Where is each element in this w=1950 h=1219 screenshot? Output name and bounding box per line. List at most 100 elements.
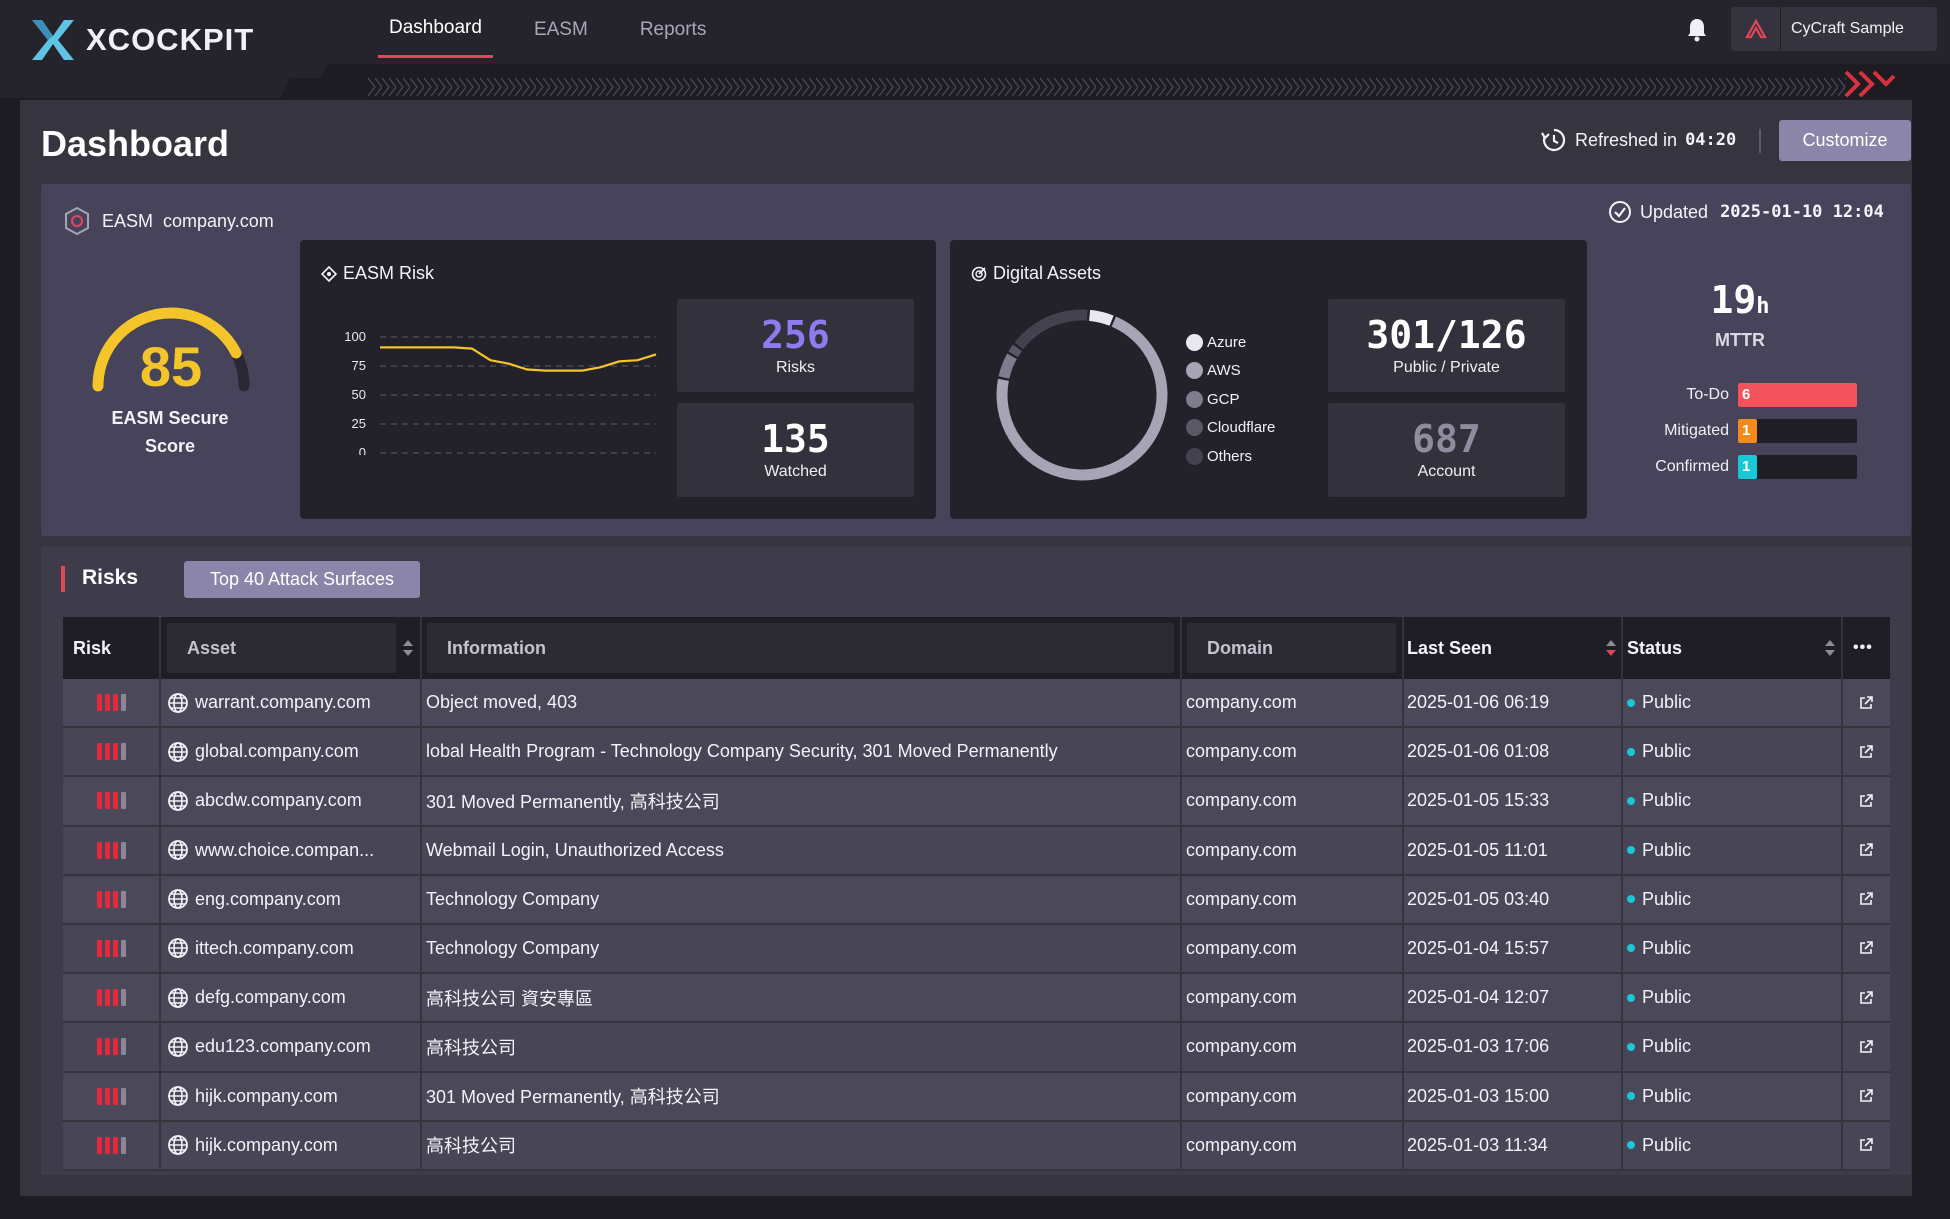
risk-level-cell xyxy=(97,679,126,726)
donut-slice-cloudflare[interactable] xyxy=(1008,344,1022,358)
status-dot xyxy=(1627,1042,1635,1051)
decorative-corner-mark xyxy=(1844,70,1896,98)
col-domain[interactable]: Domain xyxy=(1187,623,1396,673)
risk-bar xyxy=(97,792,102,810)
external-link-icon[interactable] xyxy=(1858,744,1874,760)
col-risk[interactable]: Risk xyxy=(73,637,112,658)
col-divider xyxy=(1180,1023,1182,1071)
asset-cell[interactable]: eng.company.com xyxy=(167,876,417,923)
mttr-bar-todo[interactable]: To-Do 6 xyxy=(1640,383,1857,407)
cycraft-logo-icon xyxy=(1744,19,1767,39)
legend-azure[interactable]: Azure xyxy=(1186,328,1275,357)
open-external-cell[interactable] xyxy=(1858,974,1874,1021)
col-divider xyxy=(1841,875,1843,923)
donut-slice-aws[interactable] xyxy=(996,316,1168,481)
external-link-icon[interactable] xyxy=(1858,842,1874,858)
external-link-icon[interactable] xyxy=(1858,1088,1874,1104)
more-options-icon[interactable]: ••• xyxy=(1853,639,1873,656)
mttr-bar-confirmed[interactable]: Confirmed 1 xyxy=(1640,455,1857,479)
table-row[interactable]: abcdw.company.com 301 Moved Permanently,… xyxy=(63,777,1890,827)
donut-slice-gcp[interactable] xyxy=(998,353,1017,379)
table-row[interactable]: edu123.company.com 高科技公司 company.com 202… xyxy=(63,1023,1890,1073)
col-divider xyxy=(1841,826,1843,874)
open-external-cell[interactable] xyxy=(1858,1023,1874,1070)
open-external-cell[interactable] xyxy=(1858,876,1874,923)
open-external-cell[interactable] xyxy=(1858,1122,1874,1169)
asset-cell[interactable]: defg.company.com xyxy=(167,974,417,1021)
col-divider xyxy=(1621,875,1623,923)
col-divider xyxy=(1841,1023,1843,1071)
table-row[interactable]: global.company.com lobal Health Program … xyxy=(63,728,1890,778)
donut-slice-azure[interactable] xyxy=(1088,309,1114,326)
legend-aws[interactable]: AWS xyxy=(1186,357,1275,386)
legend-label-azure: Azure xyxy=(1207,333,1247,351)
risk-bar xyxy=(113,989,118,1007)
asset-cell[interactable]: hijk.company.com xyxy=(167,1122,417,1169)
open-external-cell[interactable] xyxy=(1858,1073,1874,1120)
table-row[interactable]: www.choice.compan... Webmail Login, Unau… xyxy=(63,826,1890,876)
open-external-cell[interactable] xyxy=(1858,777,1874,824)
domain-cell: company.com xyxy=(1186,741,1297,762)
legend-gcp[interactable]: GCP xyxy=(1186,385,1275,414)
table-row[interactable]: defg.company.com 高科技公司 資安專區 company.com … xyxy=(63,974,1890,1024)
open-external-cell[interactable] xyxy=(1858,827,1874,874)
risks-stat-card[interactable]: 256 Risks xyxy=(677,299,914,392)
top-attack-surfaces-chip[interactable]: Top 40 Attack Surfaces xyxy=(184,561,420,598)
asset-cell[interactable]: warrant.company.com xyxy=(167,679,417,726)
asset-sort-icon[interactable] xyxy=(402,638,414,658)
external-link-icon[interactable] xyxy=(1858,695,1874,711)
col-divider xyxy=(420,1121,422,1169)
external-link-icon[interactable] xyxy=(1858,990,1874,1006)
col-asset[interactable]: Asset xyxy=(167,623,396,673)
tab-easm[interactable]: EASM xyxy=(533,19,588,40)
table-row[interactable]: eng.company.com Technology Company compa… xyxy=(63,875,1890,925)
external-link-icon[interactable] xyxy=(1858,940,1874,956)
external-link-icon[interactable] xyxy=(1858,793,1874,809)
table-row[interactable]: hijk.company.com 高科技公司 company.com 2025-… xyxy=(63,1121,1890,1171)
open-external-cell[interactable] xyxy=(1858,679,1874,726)
status-sort-icon[interactable] xyxy=(1824,638,1836,658)
table-row[interactable]: hijk.company.com 301 Moved Permanently, … xyxy=(63,1072,1890,1122)
tab-dashboard[interactable]: Dashboard xyxy=(378,0,493,58)
asset-cell[interactable]: abcdw.company.com xyxy=(167,777,417,824)
header-notch xyxy=(0,60,330,98)
account-stat-card[interactable]: 687 Account xyxy=(1328,403,1565,497)
public-private-stat-card[interactable]: 301/126 Public / Private xyxy=(1328,299,1565,392)
col-last-seen[interactable]: Last Seen xyxy=(1407,637,1493,658)
table-row[interactable]: ittech.company.com Technology Company co… xyxy=(63,924,1890,975)
asset-cell[interactable]: www.choice.compan... xyxy=(167,827,417,874)
col-divider xyxy=(1402,777,1404,825)
customize-button[interactable]: Customize xyxy=(1779,120,1911,161)
refresh-status[interactable]: Refreshed in 04:20 xyxy=(1541,127,1736,153)
last-seen-sort-icon[interactable] xyxy=(1605,638,1617,658)
risk-bar xyxy=(113,939,118,957)
col-divider xyxy=(420,777,422,825)
asset-cell[interactable]: hijk.company.com xyxy=(167,1073,417,1120)
open-external-cell[interactable] xyxy=(1858,925,1874,972)
tab-reports[interactable]: Reports xyxy=(639,19,707,40)
notification-bell-icon[interactable] xyxy=(1685,16,1709,44)
asset-cell[interactable]: edu123.company.com xyxy=(167,1023,417,1070)
app-logo[interactable]: XCOCKPIT xyxy=(30,18,254,62)
account-switcher[interactable]: CyCraft Sample xyxy=(1731,7,1937,51)
last-seen-cell: 2025-01-05 03:40 xyxy=(1407,888,1550,909)
legend-others[interactable]: Others xyxy=(1186,442,1275,471)
external-link-icon[interactable] xyxy=(1858,891,1874,907)
col-divider xyxy=(1841,1072,1843,1120)
table-row[interactable]: warrant.company.com Object moved, 403 co… xyxy=(63,679,1890,729)
mttr-bar-mitigated[interactable]: Mitigated 1 xyxy=(1640,419,1857,443)
donut-slice-others[interactable] xyxy=(1014,309,1088,350)
risk-bar xyxy=(121,792,126,810)
open-external-cell[interactable] xyxy=(1858,728,1874,775)
asset-cell[interactable]: global.company.com xyxy=(167,728,417,775)
risk-level-cell xyxy=(97,1122,126,1169)
col-information[interactable]: Information xyxy=(427,623,1174,673)
external-link-icon[interactable] xyxy=(1858,1137,1874,1153)
updated-status: Updated 2025-01-10 12:04 xyxy=(1608,200,1884,224)
external-link-icon[interactable] xyxy=(1858,1039,1874,1055)
information-cell: 301 Moved Permanently, 高科技公司 xyxy=(426,1087,720,1107)
watched-stat-card[interactable]: 135 Watched xyxy=(677,403,914,497)
legend-cloudflare[interactable]: Cloudflare xyxy=(1186,414,1275,443)
col-status[interactable]: Status xyxy=(1627,637,1683,658)
asset-cell[interactable]: ittech.company.com xyxy=(167,925,417,972)
